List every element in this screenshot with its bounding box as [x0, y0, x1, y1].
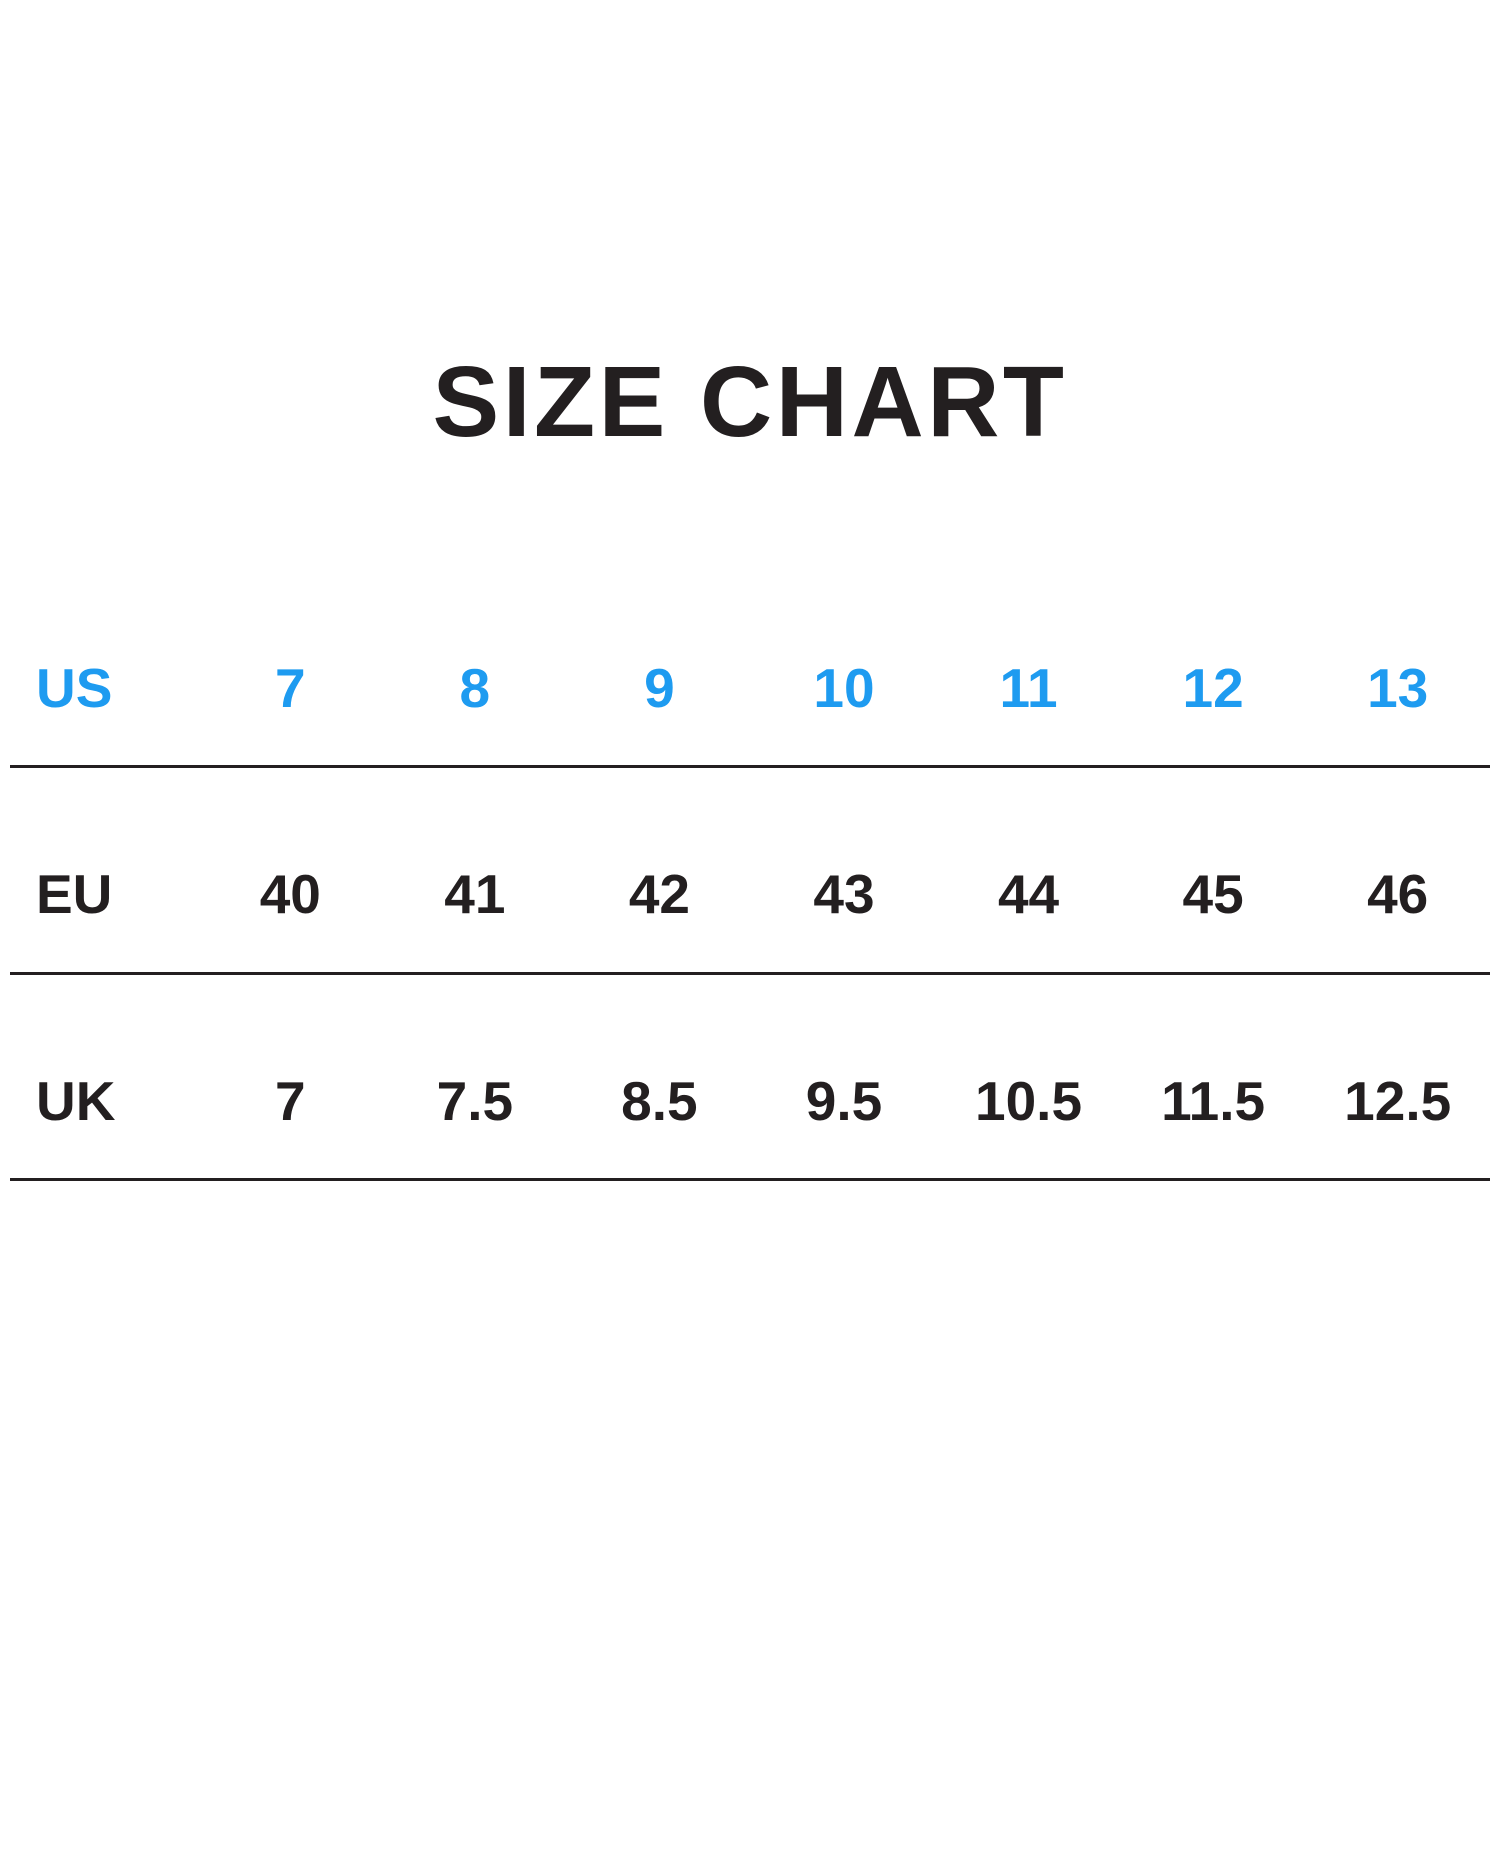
- us-size-cell: 8: [459, 657, 491, 719]
- row-label-uk: UK: [36, 1069, 116, 1132]
- us-size-cell: 7: [274, 657, 306, 719]
- eu-size-cell: 41: [444, 863, 506, 926]
- uk-size-cell: 9.5: [805, 1069, 883, 1132]
- uk-size-cell: 11.5: [1161, 1069, 1266, 1132]
- eu-size-cell: 40: [259, 863, 321, 926]
- us-size-cell: 13: [1367, 657, 1429, 719]
- eu-size-cell: 45: [1182, 863, 1244, 926]
- row-label-us: US: [36, 657, 113, 719]
- us-size-cell: 11: [999, 657, 1058, 719]
- eu-size-cell: 43: [813, 863, 875, 926]
- us-size-cell: 9: [644, 657, 675, 719]
- uk-size-cell: 7.5: [436, 1069, 514, 1132]
- table-row-us: US 7 8 9 10 11 12 13: [10, 562, 1490, 767]
- us-size-cell: 12: [1182, 657, 1244, 719]
- row-label-eu: EU: [36, 863, 113, 926]
- us-size-cell: 10: [813, 657, 875, 719]
- table-row-eu: EU 40 41 42 43 44 45 46: [10, 767, 1490, 973]
- uk-size-cell: 10.5: [975, 1069, 1083, 1132]
- uk-size-cell: 8.5: [621, 1069, 698, 1132]
- uk-size-cell: 12.5: [1344, 1069, 1452, 1132]
- size-chart-page: SIZE CHART US 7 8 9 10 11 12 13 EU 40 41…: [0, 352, 1500, 1852]
- size-chart-table: US 7 8 9 10 11 12 13 EU 40 41 42 43 44 4…: [10, 562, 1490, 1181]
- eu-size-cell: 44: [997, 863, 1060, 926]
- page-title: SIZE CHART: [432, 346, 1068, 458]
- uk-size-cell: 7: [274, 1069, 306, 1132]
- eu-size-cell: 46: [1367, 863, 1429, 926]
- eu-size-cell: 42: [628, 863, 690, 926]
- table-row-uk: UK 7 7.5 8.5 9.5 10.5 11.5 12.5: [10, 973, 1490, 1180]
